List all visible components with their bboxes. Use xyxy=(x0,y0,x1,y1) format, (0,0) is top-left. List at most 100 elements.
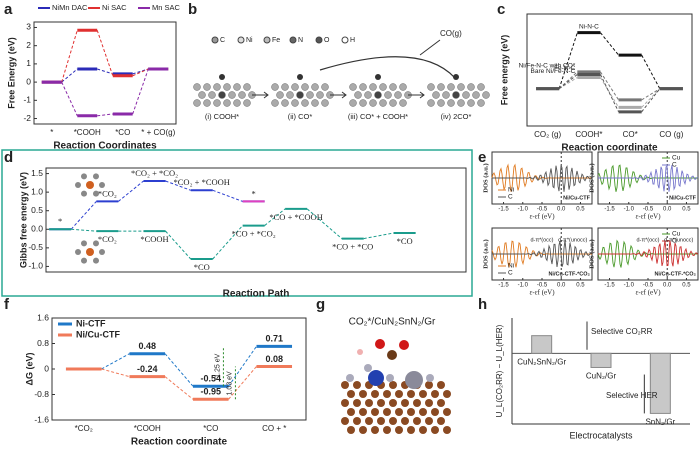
atom xyxy=(316,91,324,99)
series-label: Bare Ni/Fe-N-C xyxy=(531,68,576,75)
atom xyxy=(276,91,284,99)
y-tick-label: 0 xyxy=(26,76,31,86)
atom xyxy=(296,91,304,99)
panel-label: f xyxy=(4,296,10,313)
atom xyxy=(374,91,382,99)
point-label: * xyxy=(58,216,62,226)
x-tick-label: CO* xyxy=(623,130,638,139)
atom xyxy=(383,426,391,434)
value-label: -0.95 xyxy=(200,387,221,397)
atom xyxy=(427,99,435,107)
atom xyxy=(75,249,81,256)
y-tick-label: 2 xyxy=(26,40,31,50)
atom xyxy=(467,83,475,91)
product-label: CO(g) xyxy=(440,29,462,38)
atom xyxy=(368,370,384,386)
connector xyxy=(641,54,661,89)
bar xyxy=(590,352,612,368)
atom xyxy=(407,408,415,416)
atom xyxy=(341,381,349,389)
legend-label: Ni xyxy=(508,187,514,194)
atom xyxy=(311,99,319,107)
atom xyxy=(359,408,367,416)
atom xyxy=(369,83,377,91)
atom xyxy=(81,190,88,197)
x-tick-label: 0.5 xyxy=(576,207,585,213)
atom xyxy=(93,190,100,197)
atom xyxy=(359,390,367,398)
atom xyxy=(443,390,451,398)
x-tick-label: -1.0 xyxy=(518,283,529,289)
x-tick-label: -1.5 xyxy=(498,283,509,289)
y-tick-label: 1.0 xyxy=(31,186,43,196)
y-tick-label: 1.6 xyxy=(37,312,49,322)
category-label: SnN₂/Gr xyxy=(645,418,675,427)
atom xyxy=(213,83,221,91)
legend-label: Fe xyxy=(272,37,280,44)
plot-frame xyxy=(33,21,177,125)
dos-curve xyxy=(597,164,698,192)
panel-label: c xyxy=(497,1,505,18)
connector xyxy=(306,208,343,239)
molecule xyxy=(427,74,490,107)
y-axis-label: DOS (a.u.) xyxy=(588,163,595,192)
x-tick-label: CO₂ (g) xyxy=(534,130,561,139)
y-tick-label: 0.8 xyxy=(37,338,49,348)
y-axis-label: U_L(CO₂RR) − U_L(HER) xyxy=(495,324,504,417)
value-label: 0.71 xyxy=(265,334,283,344)
point-label: *CO xyxy=(397,236,413,246)
annotation: Selective HER xyxy=(606,391,658,400)
connector xyxy=(61,81,78,117)
atom xyxy=(431,408,439,416)
atom xyxy=(281,83,289,91)
bar xyxy=(531,335,553,354)
y-tick-label: 0 xyxy=(44,363,49,373)
atom xyxy=(365,417,373,425)
connector xyxy=(118,180,144,202)
connector xyxy=(61,30,78,83)
atom xyxy=(399,340,409,350)
atom xyxy=(389,399,397,407)
y-tick-label: 0.5 xyxy=(31,205,43,215)
x-tick-label: -1.5 xyxy=(604,283,615,289)
atom xyxy=(369,99,377,107)
atom xyxy=(389,417,397,425)
atom xyxy=(297,74,303,80)
x-tick-label: -1.5 xyxy=(498,207,509,213)
connector xyxy=(101,368,130,378)
atom xyxy=(399,99,407,107)
dos-caption: Ni/Cu-CTF-*CO₂ xyxy=(654,271,696,277)
atom xyxy=(359,99,367,107)
atom xyxy=(223,83,231,91)
y-tick-label: -1.6 xyxy=(34,414,49,424)
atom xyxy=(401,399,409,407)
legend-label: N xyxy=(298,37,303,44)
point-label: *CO xyxy=(194,262,210,272)
x-tick-label: -0.5 xyxy=(537,283,548,289)
atom xyxy=(311,83,319,91)
atom xyxy=(457,83,465,91)
atom xyxy=(80,173,87,180)
point-label: *CO + *COOH xyxy=(269,212,322,222)
atom xyxy=(371,408,379,416)
connector xyxy=(96,30,114,76)
atom xyxy=(92,173,99,180)
atom xyxy=(453,74,459,80)
x-tick-label: 0.5 xyxy=(576,283,585,289)
x-tick-label: CO + * xyxy=(262,424,286,433)
atom xyxy=(467,99,475,107)
x-axis-label: ε-εf (eV) xyxy=(529,289,555,297)
legend-label: Ni-CTF xyxy=(76,318,106,328)
legend-dot xyxy=(289,36,297,44)
connector xyxy=(212,225,244,260)
atom xyxy=(291,99,299,107)
y-tick-label: -2 xyxy=(23,113,31,123)
atom xyxy=(405,371,423,389)
connector xyxy=(71,228,97,232)
connector xyxy=(164,376,194,400)
atom xyxy=(80,240,87,247)
x-tick-label: -0.5 xyxy=(537,207,548,213)
annotation: 1.03 eV xyxy=(226,371,233,395)
atom xyxy=(447,99,455,107)
value-label: 0.48 xyxy=(138,341,156,351)
